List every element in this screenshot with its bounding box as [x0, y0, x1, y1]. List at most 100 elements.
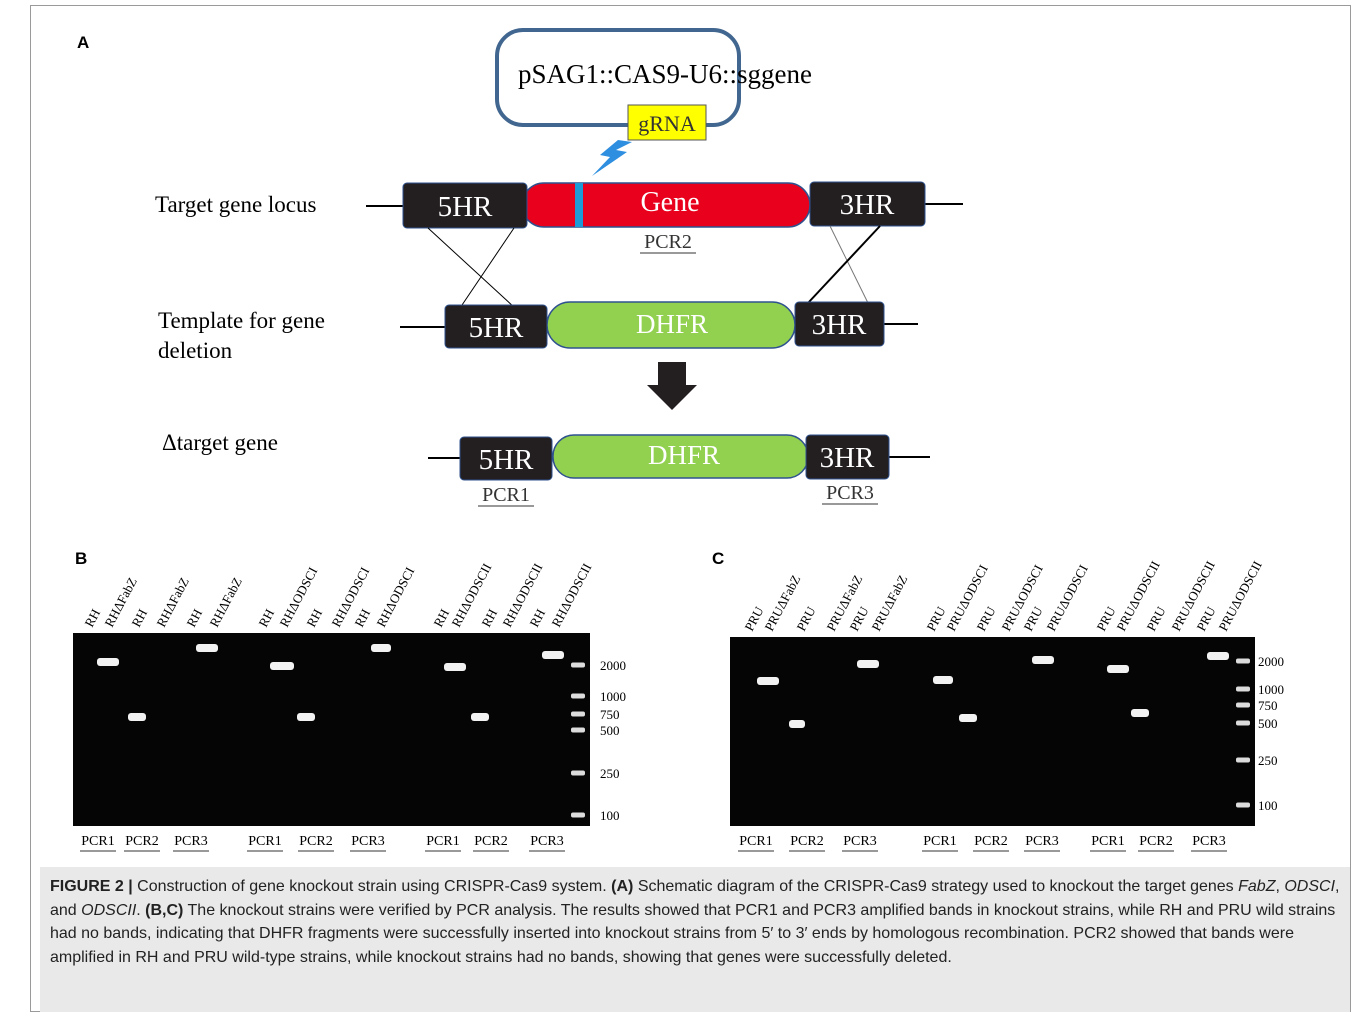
gel-band [297, 713, 315, 721]
pcr-label: PCR3 [351, 834, 384, 849]
caption-text: Schematic diagram of the CRISPR-Cas9 str… [633, 878, 1238, 895]
hr-label: 3HR [820, 442, 875, 474]
caption-text: (B,C) [145, 902, 183, 919]
ladder-band [1236, 659, 1250, 664]
ladder-band [1236, 758, 1250, 763]
row-label: Target gene locus [155, 192, 317, 217]
ladder-band [1236, 703, 1250, 708]
caption-text: FabZ [1238, 878, 1275, 895]
pcr-label: PCR3 [1025, 834, 1058, 849]
pcr-label: PCR1 [248, 834, 281, 849]
gel-band [128, 713, 146, 721]
lane-label: PRU [846, 603, 871, 633]
caption-text: (A) [611, 878, 633, 895]
panel-label: C [712, 549, 724, 568]
caption-text: ODSCI [1284, 878, 1335, 895]
cut-site [575, 183, 583, 227]
ladder-label: 250 [1258, 753, 1278, 768]
pcr-label: PCR3 [1192, 834, 1225, 849]
gel-band [857, 660, 879, 668]
caption-text: Construction of gene knockout strain usi… [133, 878, 611, 895]
ladder-band [1236, 721, 1250, 726]
ladder-label: 750 [600, 707, 620, 722]
pcr-label: PCR3 [530, 834, 563, 849]
pcr-label: PCR2 [125, 834, 158, 849]
gel-band [1207, 652, 1229, 660]
lane-label: RH [255, 606, 277, 629]
lane-label: RH [81, 606, 103, 629]
lane-label: PRU [923, 603, 948, 633]
ladder-label: 750 [1258, 698, 1278, 713]
crossover [428, 228, 515, 308]
lane-label: RH [478, 606, 500, 629]
lane-label: PRU [973, 603, 998, 633]
lane-label: PRU [1143, 603, 1168, 633]
lane-label: RH [430, 606, 452, 629]
caption-text: The knockout strains were verified by PC… [50, 902, 1335, 966]
lane-label: RHΔFabZ [206, 575, 245, 630]
panel-label: B [75, 549, 87, 568]
gel-band [444, 663, 466, 671]
crossover [830, 226, 868, 303]
pcr-label: PCR2 [974, 834, 1007, 849]
ladder-band [571, 694, 585, 699]
row-label: Template for gene [158, 308, 325, 333]
hr-label: 5HR [438, 191, 493, 223]
pcr-label: PCR2 [644, 231, 692, 253]
lane-label: PRU [793, 603, 818, 633]
ladder-band [571, 712, 585, 717]
row-label: Δtarget gene [162, 430, 278, 455]
ladder-label: 2000 [1258, 654, 1284, 669]
ladder-label: 500 [600, 723, 620, 738]
ladder-band [1236, 803, 1250, 808]
gel-band [371, 644, 391, 652]
pcr-label: PCR3 [826, 482, 874, 504]
panel-label: A [77, 33, 89, 52]
gel-band [757, 677, 779, 685]
gel-band [97, 658, 119, 666]
lane-label: PRU [1093, 603, 1118, 633]
lane-label: PRUΔFabZ [868, 572, 910, 633]
ladder-band [1236, 687, 1250, 692]
gel-band [959, 714, 977, 722]
plasmid-label: pSAG1::CAS9-U6::sggene [518, 59, 812, 89]
hr-label: 5HR [469, 312, 524, 344]
pcr-label: PCR1 [81, 834, 114, 849]
arrow [647, 362, 697, 410]
ladder-label: 100 [1258, 798, 1278, 813]
lane-label: PRUΔODSCI [1043, 562, 1090, 633]
pcr-label: PCR1 [426, 834, 459, 849]
lane-label: RH [303, 606, 325, 629]
lane-label: PRU [741, 603, 766, 633]
ladder-band [571, 771, 585, 776]
row-label: deletion [158, 338, 233, 363]
crossover [808, 226, 880, 303]
caption-text: ODSCII [81, 902, 136, 919]
figure: A pSAG1::CAS9-U6::sggene gRNA Target gen… [0, 0, 1358, 1017]
ladder-band [571, 663, 585, 668]
grna-label: gRNA [638, 111, 696, 136]
caption-text: FIGURE 2 | [50, 878, 133, 895]
gel-band [542, 651, 564, 659]
lane-label: PRUΔODSCII [1215, 558, 1264, 633]
gel [73, 633, 590, 826]
pcr-label: PCR2 [474, 834, 507, 849]
ladder-label: 500 [1258, 716, 1278, 731]
lane-label: RH [351, 606, 373, 629]
pcr-label: PCR2 [790, 834, 823, 849]
pcr-label: PCR1 [1091, 834, 1124, 849]
cut-icon [592, 140, 632, 176]
gel-band [270, 662, 294, 670]
gel-band [1131, 709, 1149, 717]
caption: FIGURE 2 | Construction of gene knockout… [40, 867, 1350, 1012]
frame [31, 6, 1351, 1012]
lane-label: RH [128, 606, 150, 629]
gel-band [1032, 656, 1054, 664]
pcr-label: PCR1 [923, 834, 956, 849]
gel-band [196, 644, 218, 652]
crossover [460, 228, 514, 308]
lane-label: RH [183, 606, 205, 629]
lane-label: RH [526, 606, 548, 629]
gel-band [1107, 665, 1129, 673]
pcr-label: PCR3 [843, 834, 876, 849]
